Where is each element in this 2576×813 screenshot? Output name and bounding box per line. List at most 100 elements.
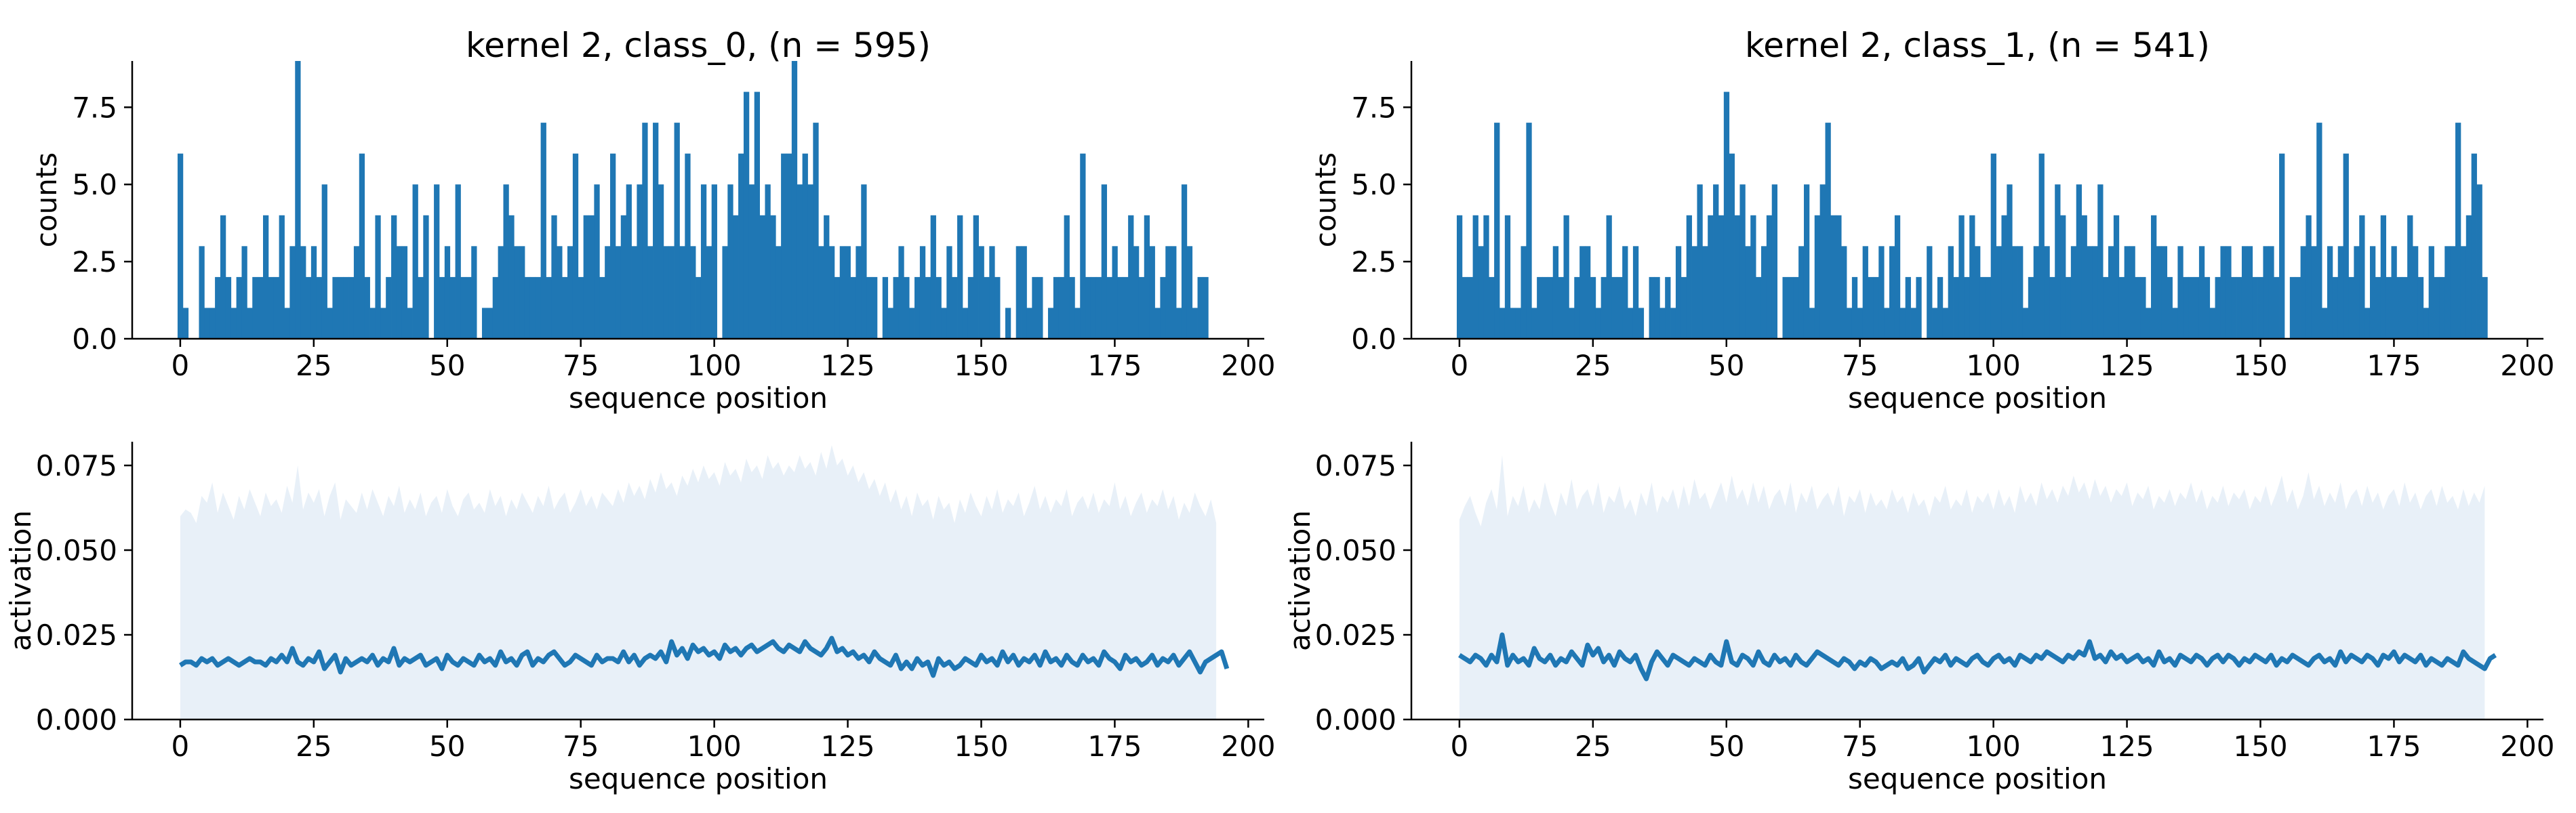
bar	[919, 246, 926, 339]
bar	[2413, 246, 2419, 339]
bar	[2417, 276, 2424, 339]
bar	[1665, 276, 1671, 339]
bar	[1905, 276, 1911, 339]
bar	[711, 184, 717, 339]
bar	[2252, 276, 2258, 339]
bar	[2076, 184, 2082, 339]
bar	[2386, 276, 2392, 339]
bar	[1192, 308, 1198, 339]
bar	[2337, 246, 2343, 339]
bar	[2081, 215, 2087, 339]
y-tick-label: 0.025	[36, 619, 117, 652]
y-tick-label: 0.025	[1315, 619, 1396, 652]
bar	[1074, 308, 1081, 339]
bar	[872, 276, 878, 339]
bar	[1708, 215, 1714, 339]
bar	[2268, 246, 2274, 339]
x-tick-label: 200	[2500, 730, 2554, 763]
bar	[2359, 215, 2365, 339]
bar	[2471, 153, 2477, 339]
bar	[1574, 276, 1580, 339]
bar	[1718, 215, 1725, 339]
bar	[1788, 276, 1794, 339]
bar	[1964, 276, 1970, 339]
chart-panel-2: 0 25 50 75 100 125 150 175 200 0.0 2.5 5.0 7.5 sequen…	[1309, 26, 2554, 415]
bar	[289, 246, 296, 339]
bar	[1005, 308, 1011, 339]
bar	[2300, 246, 2306, 339]
bar	[1750, 215, 1756, 339]
bar	[177, 153, 184, 339]
bar	[984, 276, 990, 339]
x-tick-label: 150	[2233, 730, 2287, 763]
bar	[1090, 276, 1097, 339]
x-axis-label: sequence position	[569, 381, 828, 415]
bar	[1058, 276, 1064, 339]
bar	[791, 61, 798, 339]
bar	[738, 153, 744, 339]
chart-panel-3: 0 25 50 75 100 125 150 175 200 0.000 0.025 0.050 0.0…	[4, 442, 1275, 795]
x-tick-label: 175	[2367, 730, 2421, 763]
bar	[455, 184, 461, 339]
bar	[1985, 276, 1992, 339]
bar	[909, 308, 915, 339]
bar	[1793, 276, 1799, 339]
bar	[540, 123, 546, 339]
bar	[567, 246, 573, 339]
bar	[2177, 246, 2183, 339]
y-tick-label: 0.050	[36, 534, 117, 567]
x-tick-label: 100	[1967, 730, 2021, 763]
bar	[935, 276, 942, 339]
bar	[594, 184, 600, 339]
y-tick-label: 0.0	[1351, 322, 1396, 356]
bar	[2092, 246, 2098, 339]
bar	[1910, 308, 1916, 339]
bar	[1841, 246, 1847, 339]
bar	[412, 184, 418, 339]
bar	[199, 246, 205, 339]
bar	[2375, 276, 2381, 339]
bar	[839, 246, 846, 339]
y-tick-label: 5.0	[1351, 168, 1396, 201]
bar	[696, 276, 702, 339]
bar	[797, 184, 803, 339]
bar	[2311, 246, 2317, 339]
bar	[2146, 308, 2152, 339]
x-tick-label: 50	[1708, 349, 1744, 382]
bar	[1814, 215, 1821, 339]
bar	[1064, 215, 1070, 339]
x-tick-label: 0	[172, 730, 190, 763]
bar	[209, 308, 216, 339]
bar	[332, 276, 338, 339]
bar	[829, 246, 835, 339]
bar	[1154, 308, 1161, 339]
bar	[2316, 123, 2322, 339]
bar	[1047, 308, 1054, 339]
x-tick-label: 25	[1575, 730, 1611, 763]
bar	[2466, 215, 2472, 339]
bar	[914, 276, 921, 339]
bar	[1160, 276, 1166, 339]
bar	[2348, 276, 2354, 339]
y-tick-label: 0.075	[1315, 449, 1396, 482]
bar	[599, 276, 605, 339]
bar	[2428, 246, 2434, 339]
bar	[1659, 308, 1666, 339]
bar	[2332, 276, 2339, 339]
chart-panel-1: 0 25 50 75 100 125 150 175 200 0.0 2.5 5.0 7.5 sequen…	[30, 26, 1275, 415]
bar	[1015, 246, 1022, 339]
bar	[258, 276, 264, 339]
bar	[1537, 276, 1543, 339]
bar	[2343, 153, 2349, 339]
bar	[1021, 246, 1027, 339]
bar	[962, 308, 969, 339]
bar	[994, 276, 1001, 339]
bar	[2087, 246, 2093, 339]
bar	[1095, 276, 1102, 339]
bar	[1632, 246, 1639, 339]
bar	[2391, 246, 2397, 339]
bar	[487, 308, 494, 339]
bar	[679, 246, 685, 339]
bar	[813, 123, 819, 339]
bar	[722, 246, 728, 339]
